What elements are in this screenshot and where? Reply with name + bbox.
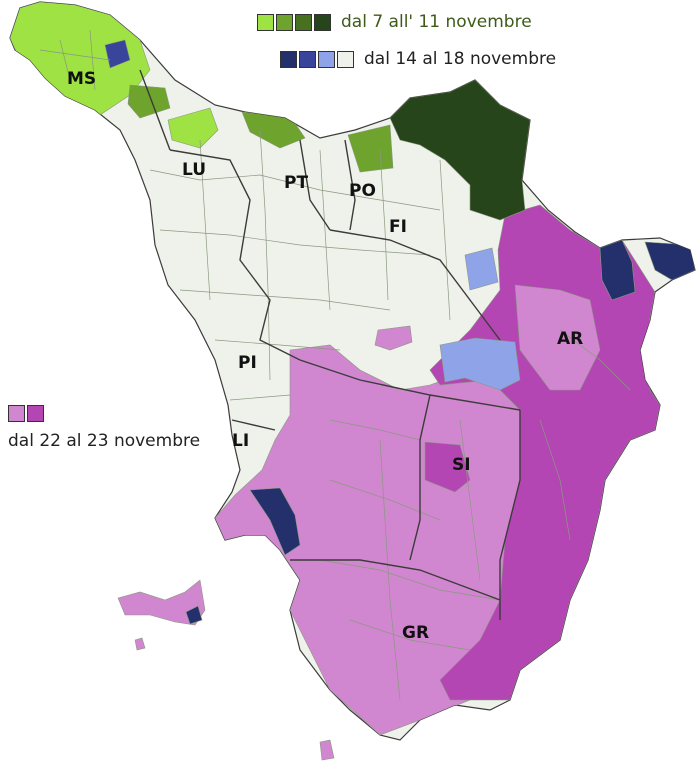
region-green-darkest bbox=[389, 79, 531, 221]
legend-swatch bbox=[295, 13, 312, 31]
island-elba-navy bbox=[185, 605, 203, 625]
province-label-si: SI bbox=[452, 455, 471, 475]
legend-swatch bbox=[314, 13, 331, 31]
municipal-borders bbox=[39, 29, 631, 701]
region-pink-ar bbox=[514, 284, 601, 391]
province-label-ms: MS bbox=[67, 69, 96, 89]
province-label-lu: LU bbox=[182, 160, 206, 180]
legend-swatch bbox=[299, 50, 316, 68]
legend-swatch bbox=[280, 50, 297, 68]
region-green-mid-po bbox=[347, 124, 394, 173]
island-elba bbox=[117, 579, 206, 626]
region-green-light-lu bbox=[167, 107, 219, 149]
region-navy-coast bbox=[249, 487, 301, 556]
island-pianosa bbox=[134, 637, 146, 651]
legend-nov7: dal 7 all' 11 novembre bbox=[257, 12, 532, 32]
legend-swatch bbox=[8, 405, 25, 422]
province-label-pi: PI bbox=[238, 353, 257, 373]
legend-swatch bbox=[318, 50, 335, 68]
region-green-mid-lu bbox=[127, 84, 171, 119]
region-pink-fi bbox=[374, 325, 413, 351]
province-label-fi: FI bbox=[389, 217, 407, 237]
legend-swatch bbox=[276, 13, 293, 31]
region-pink-light bbox=[214, 344, 541, 736]
legend-label-nov7: dal 7 all' 11 novembre bbox=[341, 12, 532, 32]
region-blue-light-2 bbox=[464, 247, 499, 291]
province-borders bbox=[139, 69, 521, 620]
region-pink-dark-east bbox=[429, 204, 661, 701]
region-pink-si bbox=[424, 441, 471, 493]
legend-nov14: dal 14 al 18 novembre bbox=[280, 49, 556, 69]
legend-swatch bbox=[257, 13, 274, 31]
province-label-gr: GR bbox=[402, 623, 429, 643]
legend-label-nov22: dal 22 al 23 novembre bbox=[8, 431, 201, 451]
region-navy-ms bbox=[104, 39, 131, 69]
region-blue-light-1 bbox=[439, 337, 521, 391]
island-giglio bbox=[319, 739, 335, 761]
legend-swatch bbox=[337, 50, 354, 68]
region-navy-ne bbox=[599, 239, 636, 301]
legend-swatch bbox=[27, 405, 44, 422]
legend-label-nov14: dal 14 al 18 novembre bbox=[364, 49, 557, 69]
legend-nov22 bbox=[8, 405, 46, 422]
province-label-pt: PT bbox=[284, 173, 308, 193]
province-label-po: PO bbox=[349, 181, 376, 201]
province-label-li: LI bbox=[232, 431, 249, 451]
province-label-ar: AR bbox=[557, 329, 583, 349]
